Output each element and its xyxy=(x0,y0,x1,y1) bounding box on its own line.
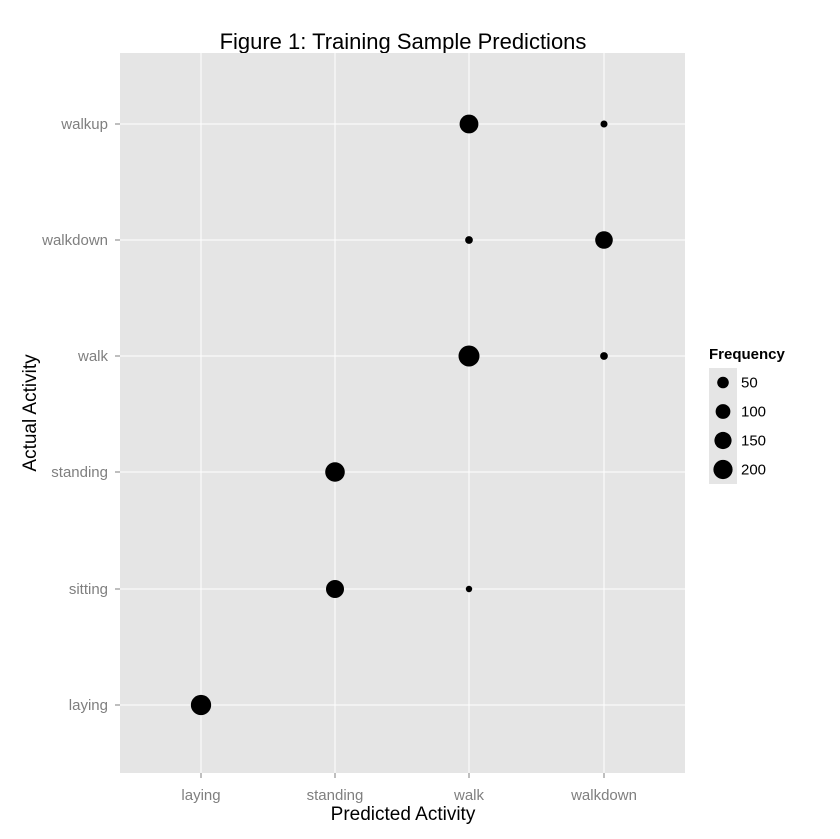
x-tick-label: standing xyxy=(307,787,364,804)
y-tick-label: walkup xyxy=(60,116,108,133)
y-tick-label: walkdown xyxy=(41,232,108,249)
y-tick-label: walk xyxy=(77,348,109,365)
legend: Frequency 50 100 150 200 xyxy=(709,346,786,484)
x-tick-label: walk xyxy=(453,787,485,804)
x-axis-ticks: laying standing walk walkdown xyxy=(181,773,637,804)
y-tick-label: sitting xyxy=(69,581,108,598)
y-tick-label: standing xyxy=(51,464,108,481)
data-point-sitting-walk xyxy=(465,585,473,593)
data-point-walkdown-walkdown xyxy=(595,231,613,249)
chart-title: Figure 1: Training Sample Predictions xyxy=(220,29,587,54)
data-points xyxy=(190,114,613,716)
legend-label: 50 xyxy=(741,375,758,392)
x-tick-label: walkdown xyxy=(570,787,637,804)
legend-key-point xyxy=(714,431,732,450)
y-axis-ticks: laying sitting standing walk walkdown walkup xyxy=(41,116,120,714)
data-point-walk-walkdown xyxy=(600,352,608,360)
y-tick-label: laying xyxy=(69,697,108,714)
data-point-walkup-walkdown xyxy=(600,120,608,128)
y-axis-title: Actual Activity xyxy=(20,354,41,472)
legend-label: 200 xyxy=(741,462,766,479)
data-point-walk-walk xyxy=(458,345,480,367)
data-point-laying-laying xyxy=(190,694,212,716)
data-point-walkup-walk xyxy=(459,114,479,134)
data-point-standing-standing xyxy=(325,462,345,482)
legend-key-point xyxy=(713,459,733,480)
legend-key-point xyxy=(715,404,731,419)
legend-key-point xyxy=(717,376,729,389)
legend-title: Frequency xyxy=(709,346,786,363)
legend-label: 100 xyxy=(741,404,766,421)
data-point-sitting-standing xyxy=(325,579,345,599)
data-point-walkdown-walk xyxy=(465,236,473,244)
legend-label: 150 xyxy=(741,433,766,450)
grid-lines xyxy=(120,53,685,773)
x-axis-title: Predicted Activity xyxy=(331,804,476,825)
x-tick-label: laying xyxy=(181,787,220,804)
plot-panel xyxy=(120,53,685,773)
